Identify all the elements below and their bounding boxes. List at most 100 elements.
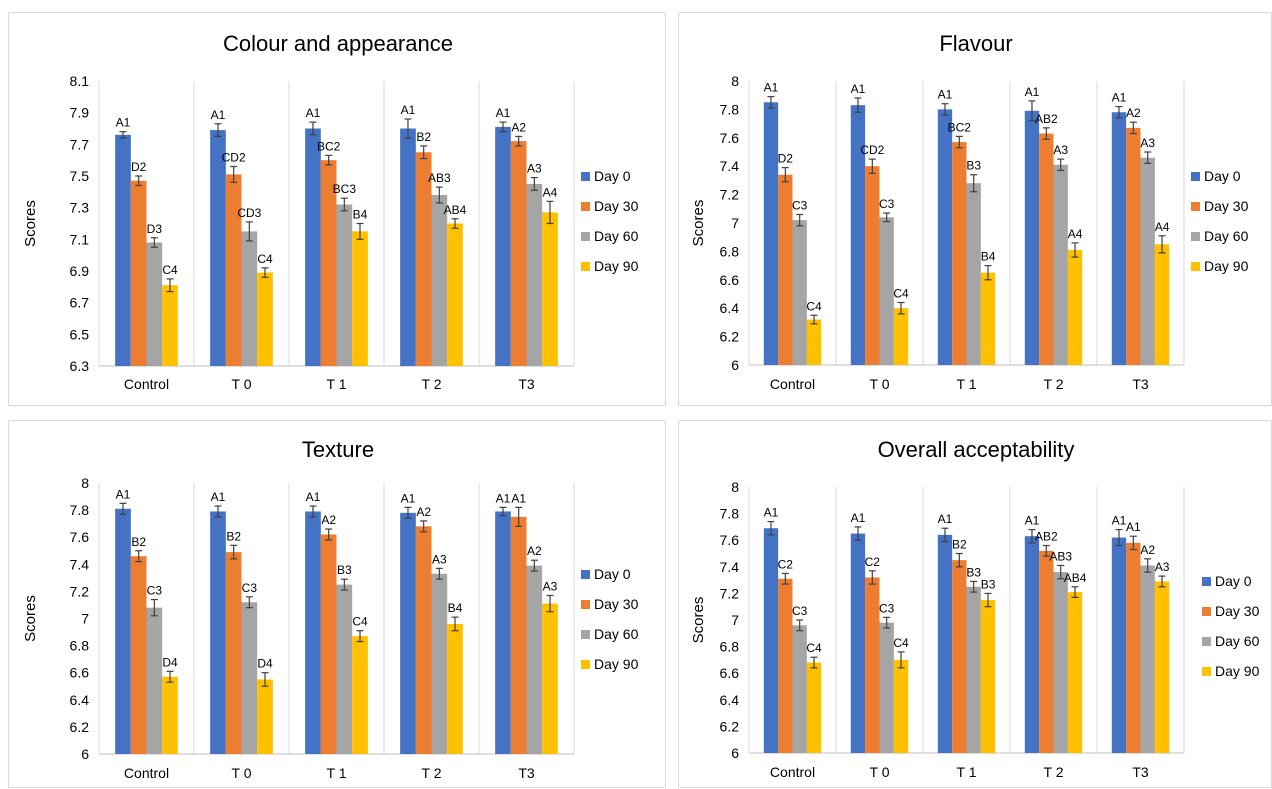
error-bar — [1071, 586, 1079, 598]
y-tick-label: 6.6 — [720, 665, 740, 681]
data-label: A1 — [511, 491, 526, 505]
error-bar — [810, 656, 818, 669]
y-tick-label: 7.2 — [720, 585, 740, 601]
x-tick-label: T 2 — [1044, 764, 1064, 780]
data-label: D2 — [131, 160, 147, 174]
data-label: A3 — [527, 162, 542, 176]
data-label: A2 — [1126, 106, 1141, 120]
bar — [162, 676, 178, 754]
legend-label: Day 90 — [1215, 663, 1260, 679]
error-bar — [515, 135, 523, 147]
data-label: A3 — [432, 552, 447, 566]
bar — [115, 508, 131, 754]
error-bar — [1071, 242, 1079, 258]
error-bar — [796, 619, 804, 632]
error-bar — [1042, 127, 1050, 140]
bar — [806, 662, 822, 753]
y-tick-label: 7.8 — [720, 506, 740, 522]
data-label: A3 — [1140, 136, 1155, 150]
y-tick-label: 6.5 — [70, 326, 90, 342]
bar — [1039, 550, 1054, 753]
legend: Day 0 Day 30 Day 60 Day 90 — [1191, 168, 1249, 274]
y-tick-label: 7.9 — [70, 105, 90, 121]
x-tick-label: T3 — [1132, 764, 1149, 780]
y-tick-label: 6.4 — [720, 300, 740, 316]
legend-label: Day 90 — [1204, 258, 1249, 274]
x-tick-label: T 0 — [232, 376, 252, 392]
bar — [1140, 157, 1155, 365]
data-label: A1 — [1112, 514, 1127, 528]
legend-label: Day 60 — [594, 228, 639, 244]
error-bar — [451, 218, 459, 229]
x-tick-label: T 2 — [422, 376, 442, 392]
error-bar — [984, 265, 992, 281]
bar — [241, 231, 258, 366]
data-label: C2 — [778, 557, 794, 571]
error-bar — [984, 592, 992, 608]
error-bar — [261, 672, 269, 687]
data-label: A1 — [938, 512, 953, 526]
x-tick-label: T 2 — [1044, 376, 1064, 392]
x-tick-label: T 0 — [870, 764, 890, 780]
data-label: A1 — [306, 490, 321, 504]
chart-svg: Texture Scores 6 6.2 6.4 6.6 6.8 7 7.2 7.4 7.6 7.8 8… — [22, 437, 639, 781]
data-label: C2 — [865, 555, 881, 569]
bar — [146, 242, 163, 366]
legend-swatch — [581, 262, 590, 271]
legend-label: Day 0 — [594, 168, 631, 184]
data-label: A1 — [211, 108, 226, 122]
data-label: C4 — [806, 299, 822, 313]
error-bar — [230, 165, 238, 183]
error-bar — [546, 200, 554, 225]
data-label: A1 — [1126, 520, 1141, 534]
data-label: D3 — [147, 222, 163, 236]
data-label: A1 — [306, 106, 321, 120]
bar — [893, 659, 909, 753]
data-label: A1 — [211, 490, 226, 504]
bar — [937, 534, 953, 753]
bar — [336, 584, 353, 754]
chart-svg: Overall acceptability Scores 6 6.2 6.4 6.6 6.8… — [690, 437, 1260, 780]
y-tick-label: 6.3 — [70, 358, 90, 374]
error-bar — [230, 544, 238, 560]
y-axis-label: Scores — [22, 595, 39, 642]
bar — [1024, 110, 1040, 365]
y-tick-label: 6.6 — [70, 665, 90, 681]
error-bar — [868, 158, 876, 174]
data-label: A4 — [1155, 220, 1170, 234]
bar — [980, 272, 996, 365]
x-tick-label: T3 — [518, 376, 535, 392]
bar — [431, 195, 448, 366]
data-label: B2 — [226, 529, 241, 543]
bar — [495, 511, 511, 754]
error-bar — [420, 520, 428, 533]
legend-swatch — [1191, 262, 1200, 271]
data-label: A1 — [764, 506, 779, 520]
y-tick-label: 6.2 — [720, 329, 740, 345]
bar — [336, 204, 353, 366]
error-bar — [1129, 121, 1137, 135]
bar — [865, 577, 880, 753]
data-label: A3 — [543, 579, 558, 593]
data-label: B3 — [966, 565, 981, 579]
x-tick-label: T 1 — [957, 764, 977, 780]
bar — [865, 166, 880, 365]
data-label: AB4 — [1064, 571, 1087, 585]
data-label: A1 — [116, 116, 131, 130]
y-tick-label: 8 — [81, 475, 89, 491]
legend-label: Day 30 — [1204, 198, 1249, 214]
data-label: AB3 — [428, 171, 451, 185]
bar — [241, 602, 258, 754]
x-tick-label: Control — [770, 764, 815, 780]
data-label: A1 — [401, 491, 416, 505]
bar — [952, 142, 967, 365]
bar — [1154, 244, 1170, 365]
legend-label: Day 30 — [1215, 603, 1260, 619]
bar — [130, 180, 147, 366]
error-bar — [420, 145, 428, 160]
error-bar — [1057, 564, 1065, 580]
error-bar — [810, 314, 818, 325]
bar — [352, 231, 368, 366]
x-tick-label: Control — [124, 376, 169, 392]
legend-label: Day 60 — [1215, 633, 1260, 649]
